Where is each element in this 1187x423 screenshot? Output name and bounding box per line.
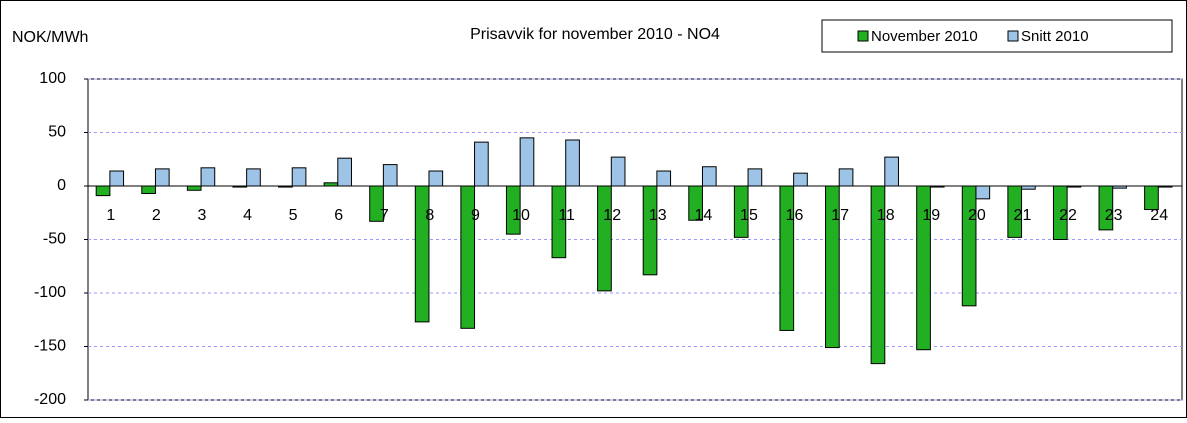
x-tick-label: 3	[198, 207, 207, 224]
bar	[519, 137, 535, 187]
bar	[688, 185, 703, 221]
x-tick-label: 16	[786, 207, 804, 224]
bar	[825, 185, 840, 349]
bar	[838, 168, 854, 187]
bar	[141, 185, 156, 194]
bar	[975, 185, 991, 200]
x-tick-label: 24	[1150, 207, 1168, 224]
y-tick-label: -150	[34, 338, 66, 355]
x-tick-label: 5	[289, 207, 298, 224]
x-tick-label: 8	[425, 207, 434, 224]
x-tick-label: 11	[558, 207, 575, 224]
bar	[323, 182, 339, 187]
bar	[916, 185, 931, 351]
bar	[1021, 185, 1036, 190]
bar	[414, 185, 430, 323]
bar	[793, 172, 808, 187]
x-tick-label: 1	[106, 207, 115, 224]
bar	[642, 185, 658, 276]
x-tick-label: 2	[152, 207, 161, 224]
bar	[1007, 185, 1023, 238]
bar	[474, 141, 489, 187]
y-tick-label: 0	[57, 177, 66, 194]
x-tick-label: 9	[471, 207, 480, 224]
y-tick-label: 100	[39, 70, 66, 87]
bar	[870, 185, 886, 365]
x-tick-label: 18	[877, 207, 895, 224]
legend-label: November 2010	[871, 28, 978, 45]
bar	[460, 185, 476, 329]
x-tick-label: 14	[694, 207, 712, 224]
bar	[382, 164, 398, 187]
bar	[369, 185, 384, 222]
bar	[597, 185, 612, 292]
y-tick-label: -50	[43, 231, 66, 248]
x-tick-label: 22	[1059, 207, 1077, 224]
y-tick-label: -100	[34, 284, 66, 301]
bar	[278, 185, 293, 188]
bar	[1157, 185, 1173, 188]
x-tick-label: 4	[243, 207, 252, 224]
bar	[186, 185, 202, 191]
y-tick-label: 50	[48, 124, 66, 141]
x-tick-label: 12	[603, 207, 621, 224]
bar	[551, 185, 567, 259]
bar	[505, 185, 521, 235]
bar	[733, 185, 749, 238]
bar	[246, 168, 261, 187]
x-tick-label: 15	[740, 207, 758, 224]
x-tick-label: 19	[922, 207, 940, 224]
chart-title: Prisavvik for november 2010 - NO4	[470, 26, 720, 43]
bar	[1112, 185, 1127, 189]
legend-swatch	[1007, 30, 1019, 42]
bar	[656, 170, 672, 187]
bar	[701, 166, 717, 187]
bar	[1144, 185, 1159, 211]
bar	[200, 167, 216, 187]
bar	[929, 185, 945, 188]
x-tick-label: 17	[831, 207, 849, 224]
x-tick-label: 20	[968, 207, 986, 224]
legend-swatch	[857, 30, 869, 42]
bar	[610, 156, 626, 187]
bar	[779, 185, 795, 331]
bar	[884, 156, 899, 187]
bar	[428, 170, 444, 187]
bar	[109, 170, 125, 187]
bar	[747, 168, 763, 187]
legend-label: Snitt 2010	[1021, 28, 1089, 45]
y-tick-label: -200	[34, 391, 66, 408]
bar	[565, 139, 580, 187]
x-tick-label: 10	[512, 207, 530, 224]
x-tick-label: 6	[334, 207, 343, 224]
bar	[154, 168, 170, 187]
bar	[1098, 185, 1114, 231]
bar	[1052, 185, 1068, 240]
y-axis-label: NOK/MWh	[12, 29, 88, 46]
x-tick-label: 23	[1105, 207, 1123, 224]
x-tick-label: 21	[1014, 207, 1032, 224]
x-tick-label: 7	[380, 207, 389, 224]
bar	[337, 157, 352, 187]
x-tick-label: 13	[649, 207, 667, 224]
bar	[961, 185, 977, 307]
bar	[95, 185, 111, 197]
bar	[291, 167, 307, 187]
bar	[1066, 185, 1082, 188]
bar	[232, 185, 248, 188]
legend	[821, 19, 1173, 53]
